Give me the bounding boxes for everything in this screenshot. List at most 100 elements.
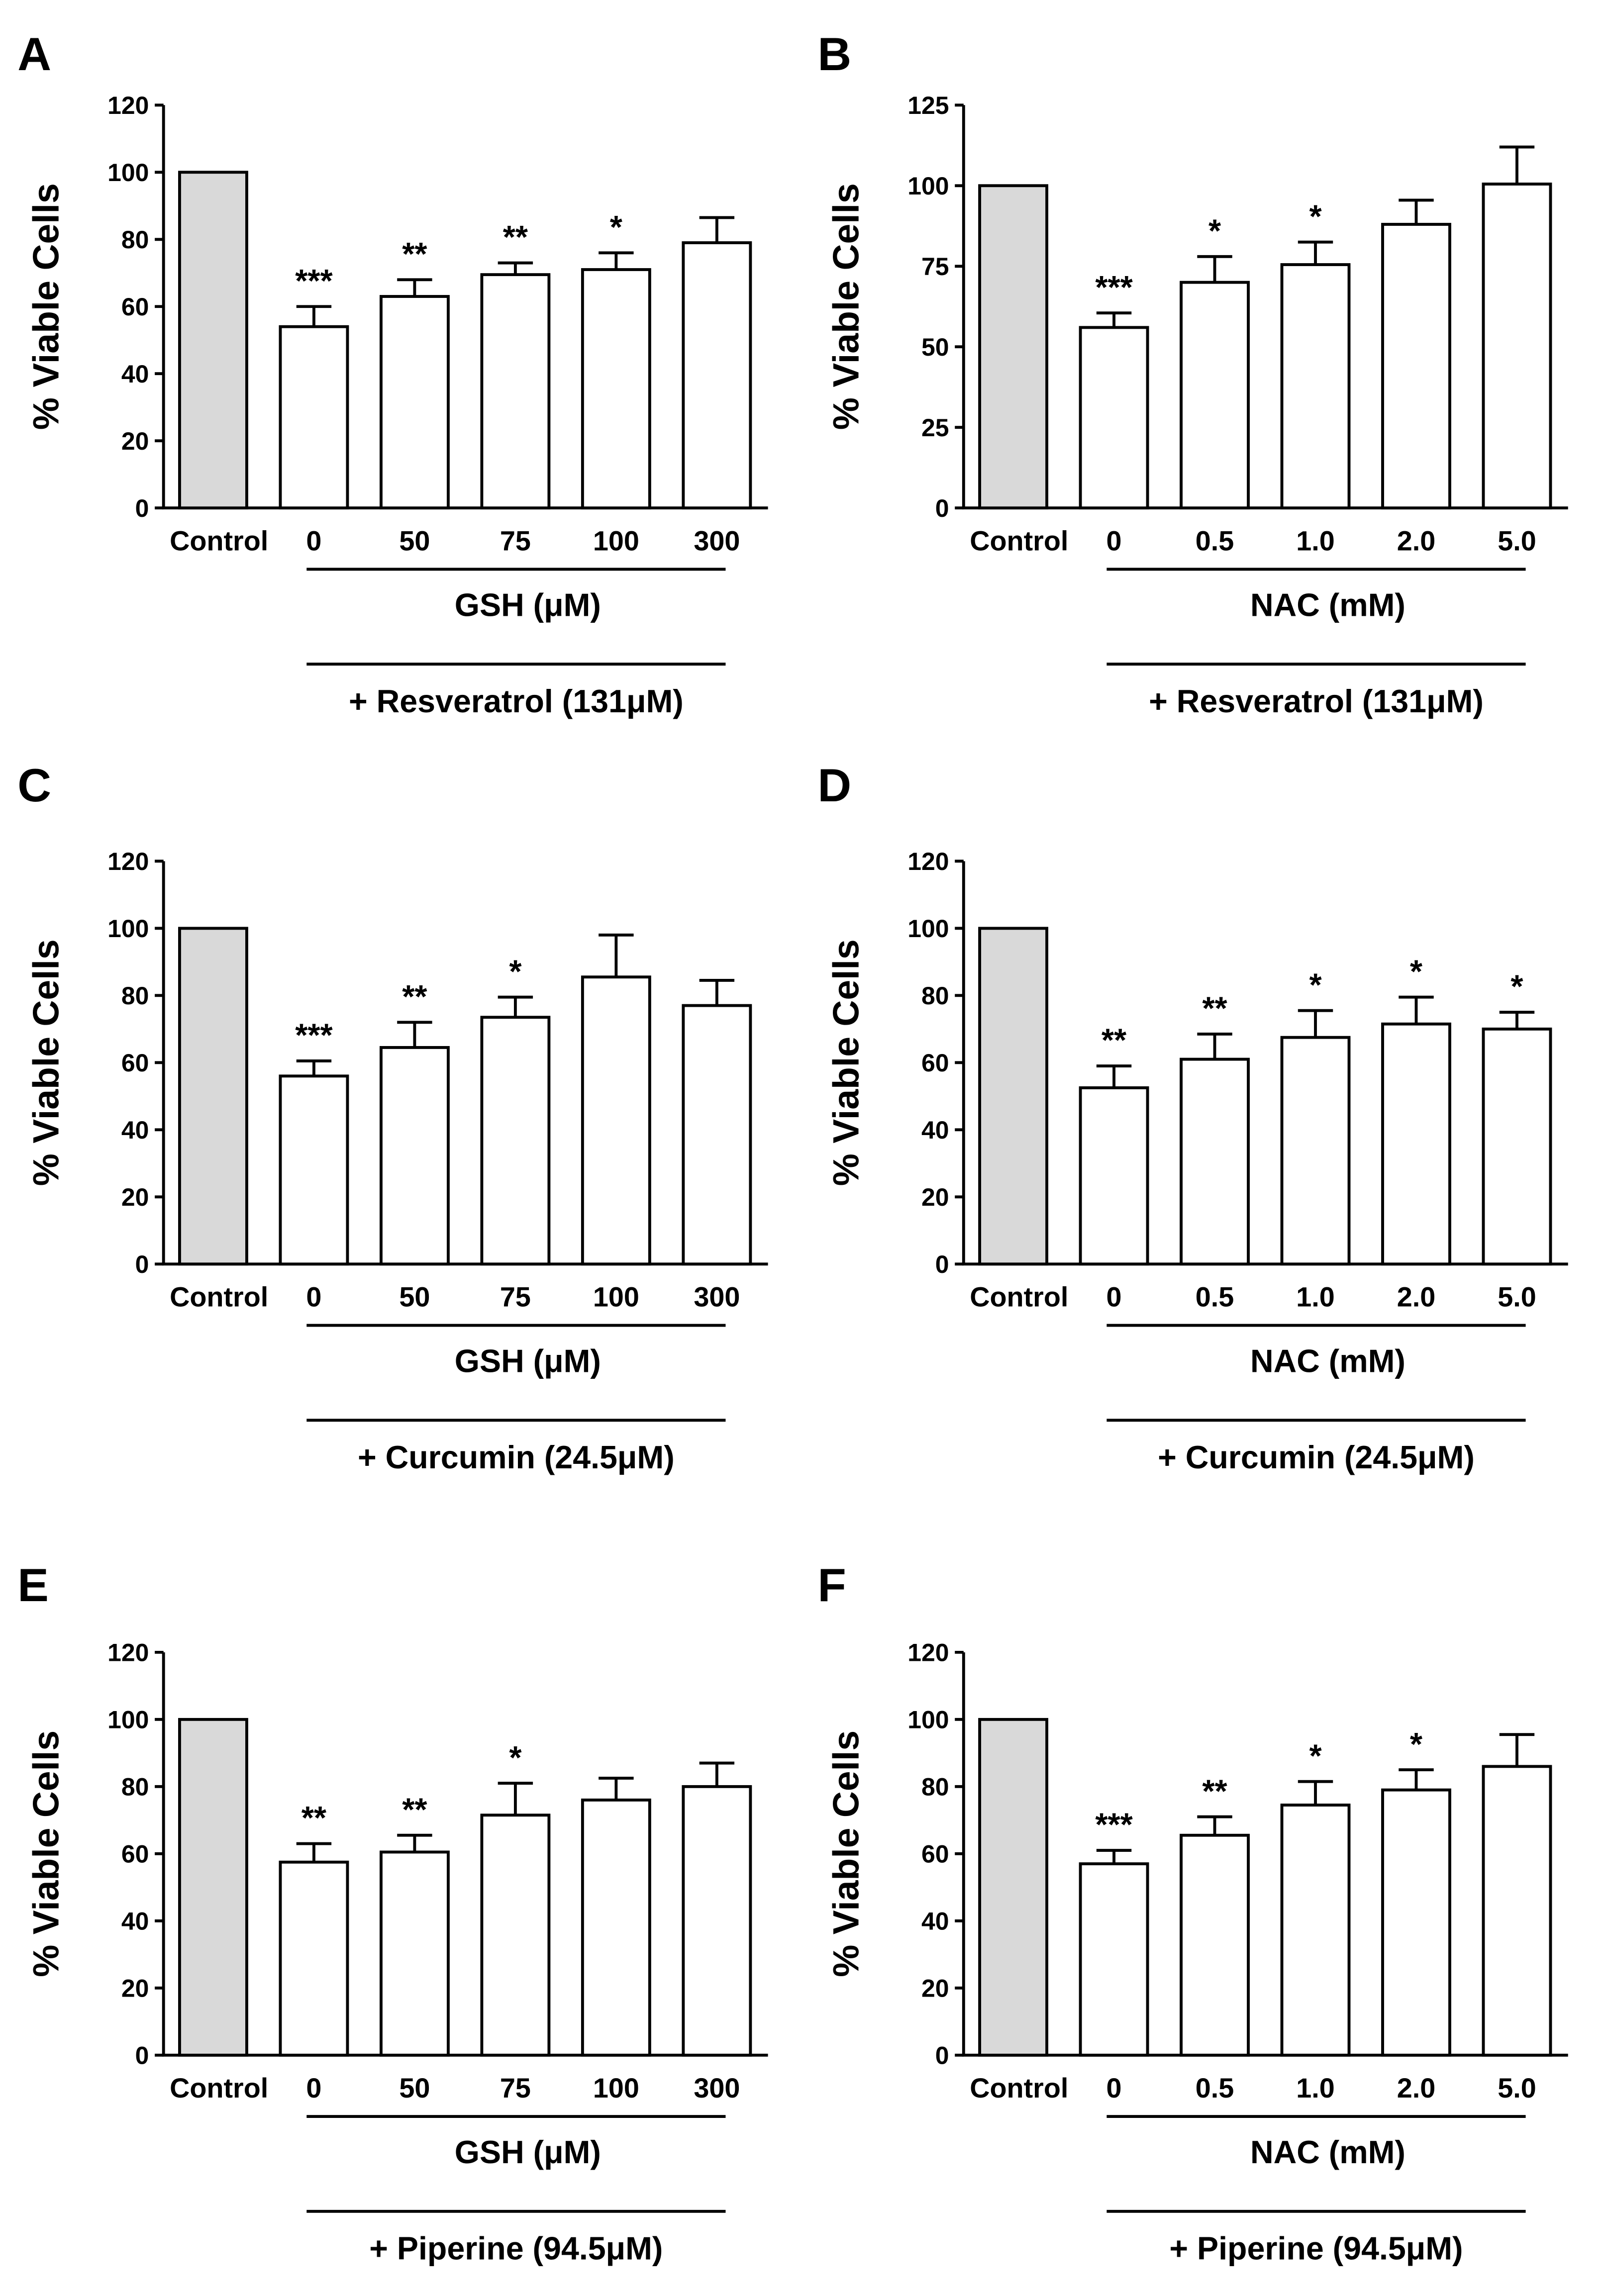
y-tick-label: 100 bbox=[107, 1706, 149, 1733]
x-tick-label: 0 bbox=[306, 525, 321, 556]
y-tick-label: 60 bbox=[921, 1049, 949, 1077]
significance-marker: * bbox=[1309, 198, 1322, 234]
y-tick-label: 120 bbox=[107, 92, 149, 119]
significance-marker: * bbox=[610, 209, 623, 245]
y-tick-label: 20 bbox=[121, 1183, 149, 1211]
panel-c: C% Viable Cells020406080100120Control***… bbox=[17, 759, 768, 1475]
y-tick-label: 80 bbox=[121, 982, 149, 1010]
bar-control bbox=[978, 1718, 1048, 2057]
significance-marker: ** bbox=[402, 979, 427, 1015]
treatment-label: + Curcumin (24.5μM) bbox=[358, 1439, 675, 1475]
bar-0 bbox=[279, 1074, 349, 1266]
significance-marker: * bbox=[1208, 213, 1221, 249]
y-tick-label: 100 bbox=[907, 915, 949, 943]
y-tick-label: 0 bbox=[935, 494, 949, 522]
bar-0 bbox=[1079, 326, 1149, 510]
x-tick-label: Control bbox=[970, 2073, 1068, 2104]
significance-marker: * bbox=[1410, 954, 1423, 989]
bar-control bbox=[178, 927, 248, 1266]
x-tick-label: 100 bbox=[593, 525, 639, 556]
panel-e: E % Viable Cells 0 20 40 60 80 100 120 Control ** 0… bbox=[17, 1559, 768, 2267]
bar-100 bbox=[581, 1798, 651, 2057]
panel-letter: C bbox=[17, 759, 51, 811]
bar-2-0 bbox=[1381, 1022, 1451, 1266]
significance-marker: ** bbox=[1102, 1023, 1127, 1058]
y-tick-label: 40 bbox=[921, 1907, 949, 1935]
y-tick-label: 120 bbox=[107, 1638, 149, 1666]
group-label: NAC (mM) bbox=[1250, 2134, 1405, 2170]
x-tick-label: 300 bbox=[694, 1281, 740, 1312]
x-tick-label: 50 bbox=[399, 1281, 430, 1312]
significance-marker: * bbox=[509, 1740, 522, 1776]
x-tick-label: 0.5 bbox=[1196, 525, 1234, 556]
x-tick-label: Control bbox=[170, 2073, 268, 2104]
bar-300 bbox=[682, 1004, 752, 1266]
bar-100 bbox=[581, 975, 651, 1266]
bar-50 bbox=[379, 1850, 450, 2057]
x-tick-label: 1.0 bbox=[1296, 1281, 1335, 1312]
panel-b: B % Viable Cells 0 25 50 75 100 125 Control *** 0 *… bbox=[817, 28, 1568, 719]
significance-marker: ** bbox=[402, 236, 427, 272]
y-tick-label: 125 bbox=[907, 92, 949, 119]
significance-marker: * bbox=[1410, 1726, 1423, 1762]
y-tick-label: 20 bbox=[121, 427, 149, 455]
x-tick-label: 0 bbox=[306, 1281, 321, 1312]
bar-0 bbox=[1079, 1086, 1149, 1266]
group-label: GSH (μM) bbox=[455, 2134, 601, 2170]
bar-50 bbox=[379, 295, 450, 510]
x-tick-label: 300 bbox=[694, 525, 740, 556]
significance-marker: * bbox=[509, 954, 522, 989]
bar-0 bbox=[279, 325, 349, 510]
y-tick-label: 80 bbox=[921, 1773, 949, 1801]
significance-marker: * bbox=[1309, 1738, 1322, 1774]
significance-marker: ** bbox=[1202, 1773, 1227, 1809]
y-tick-label: 60 bbox=[121, 1840, 149, 1868]
treatment-label: + Piperine (94.5μM) bbox=[369, 2231, 663, 2267]
x-tick-label: 300 bbox=[694, 2073, 740, 2104]
bar-0-5 bbox=[1180, 1057, 1250, 1266]
x-tick-label: 2.0 bbox=[1397, 1281, 1436, 1312]
treatment-label: + Curcumin (24.5μM) bbox=[1158, 1439, 1475, 1475]
y-tick-label: 60 bbox=[921, 1840, 949, 1868]
significance-marker: ** bbox=[503, 219, 528, 255]
x-tick-label: 5.0 bbox=[1498, 1281, 1536, 1312]
bar-0-5 bbox=[1180, 281, 1250, 510]
bar-control bbox=[978, 184, 1048, 510]
bar-1-0 bbox=[1280, 1804, 1351, 2057]
group-label: NAC (mM) bbox=[1250, 587, 1405, 623]
x-tick-label: 0.5 bbox=[1196, 1281, 1234, 1312]
panel-letter: A bbox=[17, 28, 51, 80]
y-tick-label: 60 bbox=[121, 293, 149, 321]
bar-0 bbox=[279, 1860, 349, 2057]
y-tick-label: 120 bbox=[907, 1638, 949, 1666]
y-tick-label: 40 bbox=[921, 1116, 949, 1144]
y-tick-label: 80 bbox=[121, 226, 149, 254]
y-tick-label: 120 bbox=[107, 848, 149, 875]
y-tick-label: 40 bbox=[121, 360, 149, 388]
x-tick-label: Control bbox=[170, 1281, 268, 1312]
x-tick-label: 0 bbox=[306, 2073, 321, 2104]
y-tick-label: 100 bbox=[107, 159, 149, 187]
panel-a: A% Viable Cells020406080100120Control***… bbox=[17, 28, 768, 719]
x-tick-label: 0 bbox=[1106, 525, 1122, 556]
y-tick-label: 0 bbox=[935, 1250, 949, 1278]
x-tick-label: 75 bbox=[500, 2073, 531, 2104]
x-tick-label: 0 bbox=[1106, 1281, 1122, 1312]
bar-300 bbox=[682, 1785, 752, 2057]
y-tick-label: 0 bbox=[135, 2041, 149, 2069]
x-tick-label: 0 bbox=[1106, 2073, 1122, 2104]
panel-letter: B bbox=[817, 28, 851, 80]
significance-marker: *** bbox=[1095, 270, 1133, 305]
panel-d: D% Viable Cells020406080100120Control**0… bbox=[817, 759, 1568, 1475]
bar-100 bbox=[581, 268, 651, 510]
x-tick-label: 0.5 bbox=[1196, 2073, 1234, 2104]
bar-75 bbox=[480, 273, 551, 510]
x-tick-label: 5.0 bbox=[1498, 2073, 1536, 2104]
y-axis-label: % Viable Cells bbox=[25, 1730, 66, 1977]
x-tick-label: 50 bbox=[399, 525, 430, 556]
y-tick-label: 100 bbox=[907, 1706, 949, 1733]
bar-75 bbox=[480, 1016, 551, 1266]
x-tick-label: 100 bbox=[593, 1281, 639, 1312]
panel-letter: D bbox=[817, 759, 851, 811]
